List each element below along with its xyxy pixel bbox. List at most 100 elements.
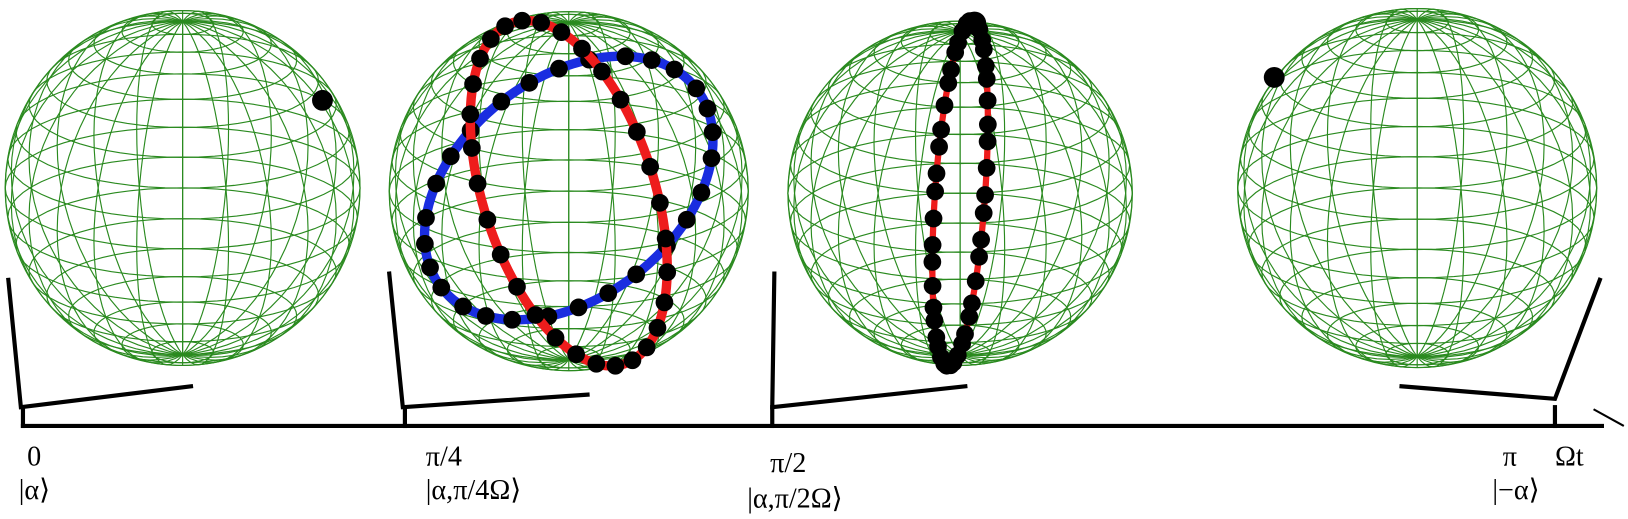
state-dot bbox=[552, 23, 571, 42]
state-dot bbox=[532, 13, 551, 32]
state-dot bbox=[692, 183, 711, 202]
time-label: π bbox=[1503, 442, 1517, 473]
longitude bbox=[93, 20, 183, 364]
longitude bbox=[1326, 18, 1418, 366]
longitude bbox=[1416, 8, 1465, 357]
state-dot bbox=[927, 328, 946, 347]
longitude bbox=[93, 12, 183, 356]
state-dot bbox=[599, 284, 618, 303]
state-dot bbox=[481, 30, 500, 48]
longitude bbox=[136, 21, 184, 366]
sphere bbox=[787, 20, 1133, 366]
state-dot bbox=[702, 149, 721, 168]
sphere bbox=[4, 10, 361, 366]
state-dot bbox=[930, 137, 948, 156]
state-dot bbox=[925, 311, 944, 330]
longitude bbox=[1416, 19, 1465, 368]
state-dot bbox=[665, 60, 684, 79]
state-dot bbox=[417, 208, 435, 227]
state-dot bbox=[939, 74, 958, 92]
state-dot bbox=[627, 123, 646, 141]
state-dot bbox=[972, 230, 990, 249]
state-dot bbox=[432, 278, 451, 297]
state-dot bbox=[427, 174, 445, 193]
state-dot bbox=[656, 229, 675, 248]
state-dot bbox=[550, 59, 568, 78]
state-label: |α,π/2Ω⟩ bbox=[747, 483, 842, 514]
state-dot bbox=[932, 120, 950, 139]
state-dot bbox=[651, 193, 669, 212]
state-dot bbox=[546, 328, 565, 347]
state-dot bbox=[703, 123, 722, 142]
outline bbox=[388, 11, 749, 372]
state-dot bbox=[658, 263, 677, 282]
state-dot bbox=[976, 186, 994, 204]
longitude bbox=[1326, 10, 1418, 358]
sphere bbox=[1237, 7, 1598, 369]
outline bbox=[4, 10, 361, 366]
state-dot bbox=[573, 39, 591, 58]
state-dot bbox=[648, 318, 667, 337]
state-dot bbox=[641, 157, 660, 176]
axes bbox=[6, 271, 1625, 429]
longitude bbox=[1416, 10, 1508, 358]
longitude bbox=[10, 20, 183, 356]
state-dot bbox=[974, 204, 993, 222]
state-dot bbox=[476, 307, 495, 325]
longitude bbox=[182, 20, 355, 356]
longitude bbox=[960, 30, 1128, 356]
longitude bbox=[793, 30, 961, 356]
longitude bbox=[394, 21, 569, 361]
state-dot bbox=[978, 115, 997, 134]
state-dot bbox=[978, 132, 997, 151]
state-dot bbox=[977, 70, 996, 88]
state-dot bbox=[593, 62, 611, 81]
state-dot bbox=[960, 307, 979, 326]
axis-label: Ωt bbox=[1555, 442, 1584, 473]
longitude bbox=[182, 20, 355, 356]
state-dot bbox=[637, 338, 656, 357]
longitude bbox=[959, 23, 1047, 356]
state-label: |α⟩ bbox=[19, 475, 50, 506]
state-dot bbox=[642, 51, 661, 69]
state-dot bbox=[421, 258, 439, 277]
longitude bbox=[1417, 18, 1592, 358]
time-label: π/4 bbox=[426, 442, 462, 473]
state-dot bbox=[978, 91, 997, 110]
time-label: 0 bbox=[27, 442, 41, 473]
longitude bbox=[182, 10, 230, 355]
state-dot bbox=[1263, 66, 1285, 88]
state-dot bbox=[926, 182, 944, 201]
state-dot bbox=[623, 351, 642, 370]
state-dot bbox=[977, 159, 996, 177]
longitude bbox=[1370, 19, 1418, 368]
state-dot bbox=[698, 99, 717, 118]
state-dot bbox=[627, 265, 646, 284]
local-axes bbox=[770, 271, 968, 410]
state-dot bbox=[611, 90, 630, 109]
local-axes bbox=[386, 271, 590, 410]
state-dot bbox=[468, 174, 487, 193]
longitude bbox=[10, 20, 183, 356]
longitude bbox=[182, 20, 272, 364]
state-dot bbox=[416, 235, 434, 253]
local-axes bbox=[1399, 277, 1603, 402]
state-dot bbox=[966, 272, 985, 291]
state-label: |α,π/4Ω⟩ bbox=[426, 475, 521, 506]
state-dot bbox=[312, 89, 333, 111]
longitude bbox=[182, 21, 230, 366]
state-dot bbox=[927, 164, 946, 183]
state-dot bbox=[464, 75, 482, 93]
state-dot bbox=[976, 57, 995, 75]
state-dot bbox=[569, 298, 588, 317]
longitude bbox=[478, 22, 570, 369]
axis-arrow bbox=[1593, 408, 1625, 427]
state-dot bbox=[513, 11, 531, 30]
state-dot bbox=[606, 356, 625, 375]
state-dot bbox=[471, 49, 489, 68]
state-dot bbox=[963, 11, 987, 35]
longitude bbox=[1370, 8, 1418, 357]
state-dot bbox=[508, 277, 526, 296]
